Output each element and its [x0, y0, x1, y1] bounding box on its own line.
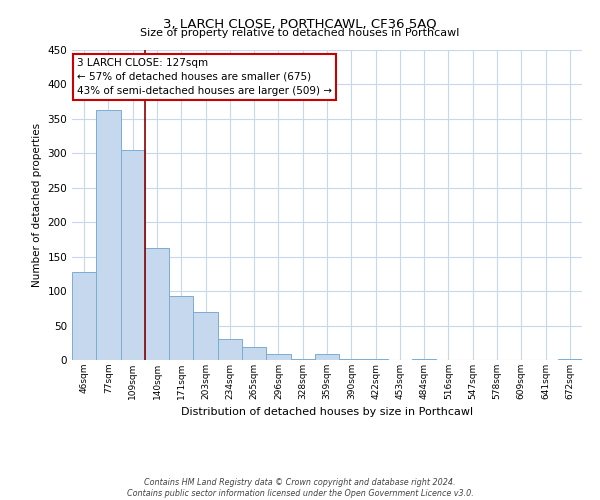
- Bar: [315, 354, 339, 360]
- Text: 3, LARCH CLOSE, PORTHCAWL, CF36 5AQ: 3, LARCH CLOSE, PORTHCAWL, CF36 5AQ: [163, 18, 437, 30]
- Bar: [339, 358, 364, 360]
- Text: Size of property relative to detached houses in Porthcawl: Size of property relative to detached ho…: [140, 28, 460, 38]
- Bar: [218, 340, 242, 360]
- Bar: [121, 150, 145, 360]
- Bar: [96, 110, 121, 360]
- Bar: [266, 354, 290, 360]
- Text: 3 LARCH CLOSE: 127sqm
← 57% of detached houses are smaller (675)
43% of semi-det: 3 LARCH CLOSE: 127sqm ← 57% of detached …: [77, 58, 332, 96]
- Y-axis label: Number of detached properties: Number of detached properties: [32, 123, 42, 287]
- Bar: [290, 358, 315, 360]
- X-axis label: Distribution of detached houses by size in Porthcawl: Distribution of detached houses by size …: [181, 408, 473, 418]
- Bar: [145, 248, 169, 360]
- Bar: [169, 296, 193, 360]
- Bar: [193, 312, 218, 360]
- Bar: [72, 272, 96, 360]
- Bar: [558, 358, 582, 360]
- Text: Contains HM Land Registry data © Crown copyright and database right 2024.
Contai: Contains HM Land Registry data © Crown c…: [127, 478, 473, 498]
- Bar: [242, 347, 266, 360]
